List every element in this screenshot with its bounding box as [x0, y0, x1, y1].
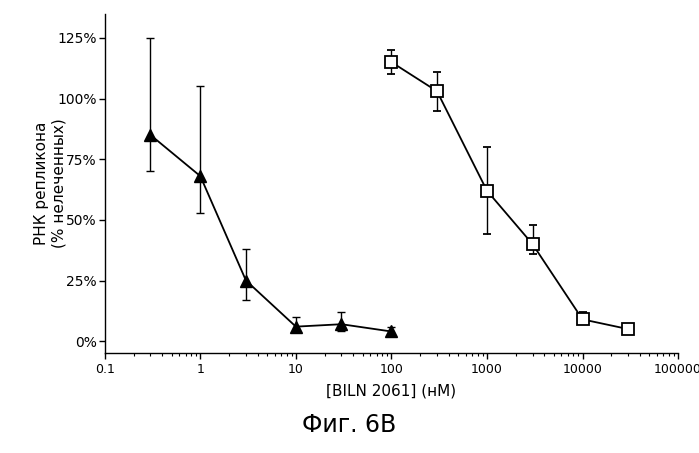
Text: Фиг. 6В: Фиг. 6В: [303, 413, 396, 437]
X-axis label: [BILN 2061] (нМ): [BILN 2061] (нМ): [326, 383, 456, 398]
Y-axis label: РНК репликона
(% нелеченных): РНК репликона (% нелеченных): [34, 119, 66, 248]
